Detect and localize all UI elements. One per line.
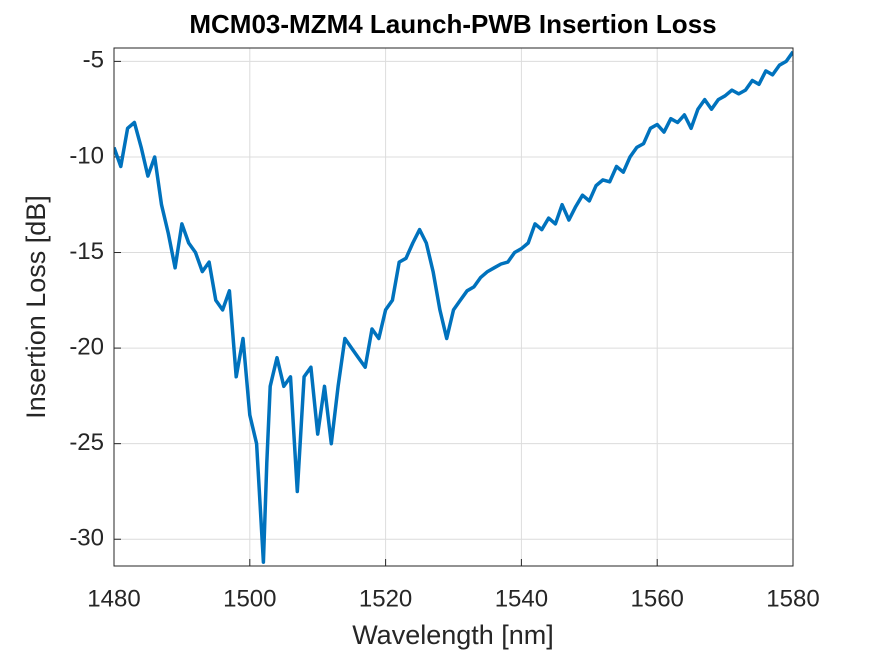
x-axis-label: Wavelength [nm] (352, 620, 554, 650)
x-tick-label: 1560 (631, 585, 684, 612)
y-axis-label: Insertion Loss [dB] (21, 195, 51, 419)
y-tick-label: -5 (83, 47, 104, 74)
x-tick-label: 1480 (87, 585, 140, 612)
x-tick-label: 1580 (766, 585, 819, 612)
y-tick-label: -10 (69, 142, 104, 169)
y-tick-label: -30 (69, 525, 104, 552)
x-tick-label: 1540 (495, 585, 548, 612)
plot-frame (113, 47, 794, 567)
x-tick-label: 1500 (223, 585, 276, 612)
y-tick-label: -25 (69, 429, 104, 456)
x-tick-label: 1520 (359, 585, 412, 612)
y-tick-label: -20 (69, 333, 104, 360)
y-tick-label: -15 (69, 238, 104, 265)
chart-title: MCM03-MZM4 Launch-PWB Insertion Loss (189, 9, 716, 39)
data-line (114, 50, 793, 564)
